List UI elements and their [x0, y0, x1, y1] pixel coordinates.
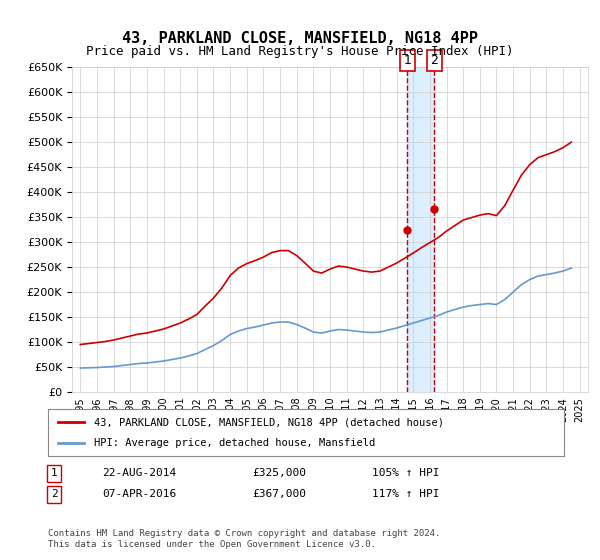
Text: £367,000: £367,000 [252, 489, 306, 500]
Text: 43, PARKLAND CLOSE, MANSFIELD, NG18 4PP (detached house): 43, PARKLAND CLOSE, MANSFIELD, NG18 4PP … [94, 417, 445, 427]
Text: 22-AUG-2014: 22-AUG-2014 [102, 468, 176, 478]
Text: Price paid vs. HM Land Registry's House Price Index (HPI): Price paid vs. HM Land Registry's House … [86, 45, 514, 58]
Text: 1: 1 [403, 54, 411, 67]
Text: 07-APR-2016: 07-APR-2016 [102, 489, 176, 500]
Text: HPI: Average price, detached house, Mansfield: HPI: Average price, detached house, Mans… [94, 438, 376, 448]
Text: 105% ↑ HPI: 105% ↑ HPI [372, 468, 439, 478]
Text: 2: 2 [430, 54, 439, 67]
Bar [407, 67, 434, 392]
Text: 2: 2 [50, 489, 58, 500]
Text: 1: 1 [50, 468, 58, 478]
Text: £325,000: £325,000 [252, 468, 306, 478]
Text: Contains HM Land Registry data © Crown copyright and database right 2024.
This d: Contains HM Land Registry data © Crown c… [48, 529, 440, 549]
Text: 43, PARKLAND CLOSE, MANSFIELD, NG18 4PP: 43, PARKLAND CLOSE, MANSFIELD, NG18 4PP [122, 31, 478, 46]
Text: 117% ↑ HPI: 117% ↑ HPI [372, 489, 439, 500]
